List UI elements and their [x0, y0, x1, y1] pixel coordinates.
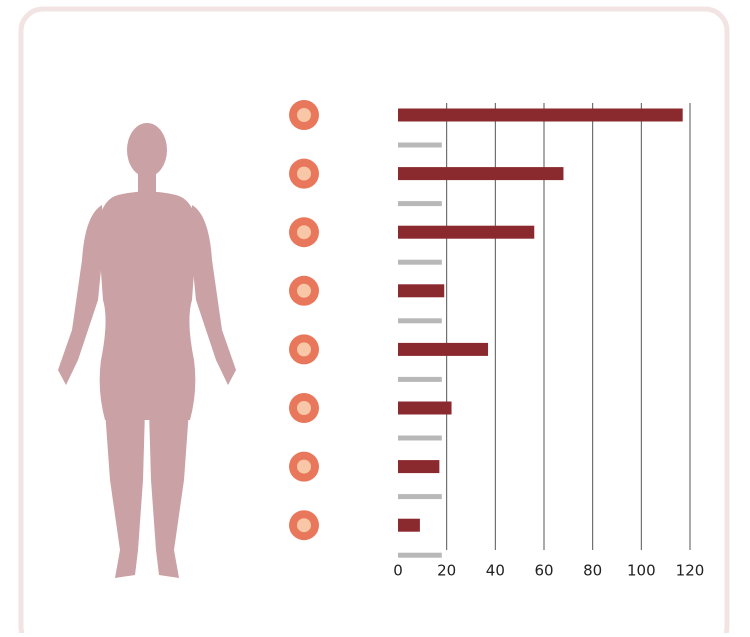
bar	[398, 108, 683, 122]
bar	[398, 142, 442, 148]
bar	[398, 518, 420, 532]
bar	[398, 259, 442, 265]
bar	[398, 401, 452, 415]
bar	[398, 284, 445, 298]
organ-icon-detail	[297, 459, 311, 474]
organ-icon-detail	[297, 283, 311, 298]
x-tick-label: 100	[627, 562, 656, 580]
bar	[398, 435, 442, 441]
organ-icon-detail	[297, 225, 311, 240]
x-tick-label: 60	[534, 562, 553, 580]
x-tick-label: 40	[486, 562, 505, 580]
x-tick-label: 80	[583, 562, 602, 580]
x-tick-label: 0	[393, 562, 403, 580]
bar	[398, 376, 442, 382]
x-tick-label: 120	[676, 562, 705, 580]
card	[18, 6, 730, 637]
silhouette	[58, 123, 236, 578]
organ-icon-detail	[297, 518, 311, 533]
x-tick-label: 20	[437, 562, 456, 580]
bar	[398, 460, 440, 474]
bar	[398, 201, 442, 207]
bar	[398, 225, 535, 239]
organ-icon-detail	[297, 342, 311, 357]
bar	[398, 167, 564, 181]
organ-icon-detail	[297, 166, 311, 181]
bar	[398, 494, 442, 500]
organ-icon-detail	[297, 108, 311, 122]
bar	[398, 318, 442, 324]
organ-icon-detail	[297, 401, 311, 415]
bar	[398, 552, 442, 558]
bar	[398, 342, 489, 356]
